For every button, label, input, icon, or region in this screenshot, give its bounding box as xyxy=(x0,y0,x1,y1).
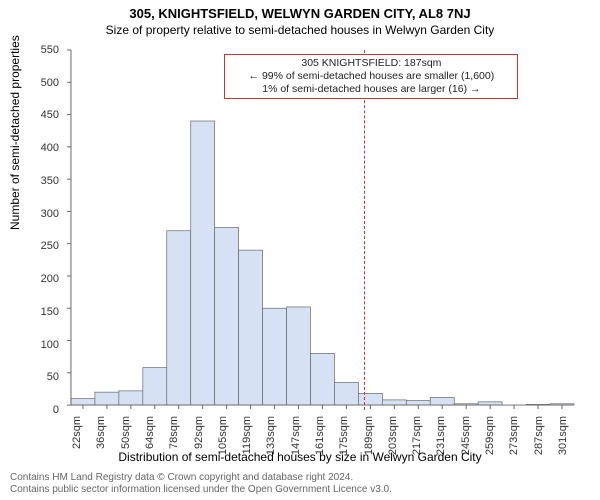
y-tick-label: 300 xyxy=(19,208,59,220)
histogram-bar xyxy=(167,231,191,405)
annotation-line3: 1% of semi-detached houses are larger (1… xyxy=(231,83,511,96)
chart-title: 305, KNIGHTSFIELD, WELWYN GARDEN CITY, A… xyxy=(0,0,600,21)
y-tick-label: 450 xyxy=(19,109,59,121)
histogram-bar xyxy=(119,391,143,405)
x-tick-label: 50sqm xyxy=(120,416,132,449)
chart-container: 050100150200250300350400450500550 22sqm3… xyxy=(65,50,575,410)
histogram-bar xyxy=(406,401,430,406)
x-tick-label: 92sqm xyxy=(193,416,205,449)
annotation-box: 305 KNIGHTSFIELD: 187sqm ← 99% of semi-d… xyxy=(224,54,518,99)
footer-line2: Contains public sector information licen… xyxy=(10,484,590,496)
histogram-bar xyxy=(382,400,406,405)
y-axis-title: Number of semi-detached properties xyxy=(8,35,22,230)
y-tick-label: 50 xyxy=(19,371,59,383)
y-tick-label: 550 xyxy=(19,44,59,56)
x-tick-label: 22sqm xyxy=(71,416,83,449)
y-tick-label: 200 xyxy=(19,273,59,285)
annotation-line1: 305 KNIGHTSFIELD: 187sqm xyxy=(231,57,511,70)
annotation-line2: ← 99% of semi-detached houses are smalle… xyxy=(231,70,511,83)
y-tick-label: 350 xyxy=(19,175,59,187)
histogram-bar xyxy=(358,393,382,405)
x-tick-label: 36sqm xyxy=(95,416,107,449)
y-tick-label: 100 xyxy=(19,339,59,351)
histogram-bar xyxy=(143,368,167,405)
histogram-bar xyxy=(334,382,358,405)
marker-line xyxy=(364,50,365,410)
chart-subtitle: Size of property relative to semi-detach… xyxy=(0,21,600,37)
footer-line1: Contains HM Land Registry data © Crown c… xyxy=(10,472,590,484)
histogram-bar xyxy=(71,399,95,405)
x-tick-label: 64sqm xyxy=(144,416,156,449)
footer: Contains HM Land Registry data © Crown c… xyxy=(10,472,590,496)
y-tick-label: 150 xyxy=(19,306,59,318)
histogram-bar xyxy=(239,250,263,405)
y-tick-label: 250 xyxy=(19,240,59,252)
histogram-bar xyxy=(287,307,311,405)
histogram-plot xyxy=(65,50,575,410)
histogram-bar xyxy=(215,228,239,406)
x-tick-label: 119sqm xyxy=(241,416,253,454)
y-tick-label: 0 xyxy=(19,404,59,416)
x-axis-title: Distribution of semi-detached houses by … xyxy=(0,450,600,464)
histogram-bar xyxy=(191,121,215,405)
histogram-bar xyxy=(95,392,119,405)
histogram-bar xyxy=(430,397,454,405)
y-tick-label: 500 xyxy=(19,77,59,89)
y-tick-label: 400 xyxy=(19,142,59,154)
histogram-bar xyxy=(310,353,334,405)
x-tick-label: 78sqm xyxy=(168,416,180,449)
histogram-bar xyxy=(263,308,287,405)
